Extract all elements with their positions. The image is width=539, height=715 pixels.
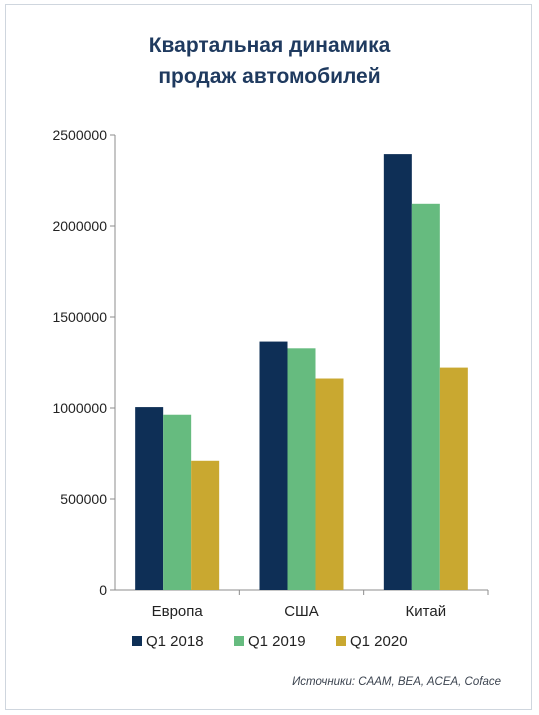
legend-swatch [234, 636, 244, 646]
bar [259, 341, 288, 590]
bar [191, 460, 220, 590]
y-tick-label: 1000000 [52, 400, 107, 416]
y-tick-label: 500000 [60, 491, 107, 507]
x-category-label: США [284, 603, 319, 620]
chart-title-line-1: Квартальная динамика [148, 34, 391, 57]
legend-swatch [336, 636, 346, 646]
bar [163, 414, 192, 590]
bar [287, 348, 316, 590]
y-tick-label: 2000000 [52, 218, 107, 234]
y-tick-label: 2500000 [52, 127, 107, 143]
chart-title: Квартальная динамика продаж автомобилей [0, 30, 539, 92]
bar [383, 154, 412, 591]
legend-label: Q1 2019 [248, 633, 306, 650]
legend-label: Q1 2020 [350, 633, 408, 650]
bar [411, 203, 440, 590]
x-category-label: Европа [152, 603, 204, 620]
x-category-label: Китай [406, 603, 447, 620]
bar [135, 407, 164, 590]
legend-label: Q1 2018 [146, 633, 204, 650]
legend-swatch [132, 636, 142, 646]
chart-title-line-2: продаж автомобилей [158, 65, 381, 88]
y-tick-label: 1500000 [52, 309, 107, 325]
y-tick-label: 0 [99, 582, 107, 598]
bar [315, 378, 344, 590]
source-note: Источники: CAAM, BEA, ACEA, Coface [292, 676, 501, 688]
bar [439, 367, 468, 590]
